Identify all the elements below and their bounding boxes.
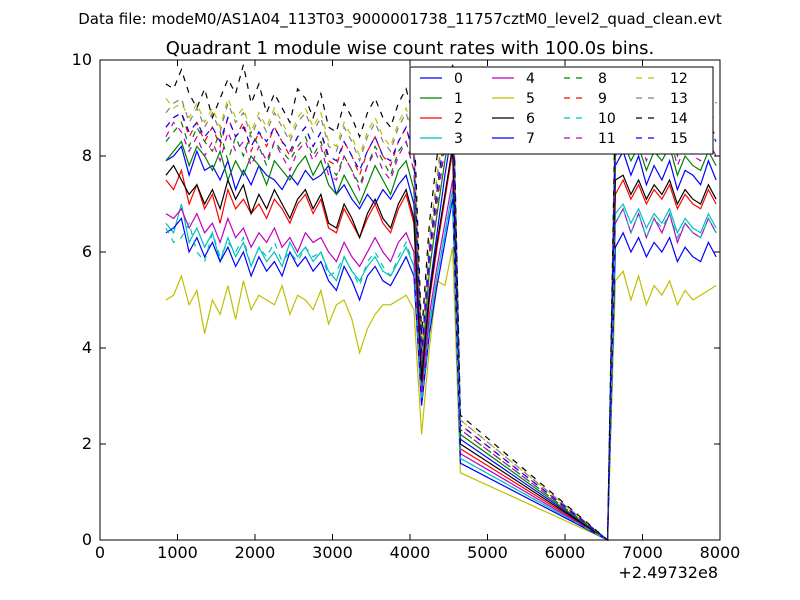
y-tick-label: 6 (82, 242, 92, 261)
series-line-2 (165, 151, 717, 542)
legend-label-2: 2 (454, 111, 463, 127)
legend-label-14: 14 (670, 111, 688, 127)
y-tick-label: 0 (82, 530, 92, 549)
series-line-5 (165, 247, 717, 541)
legend-label-1: 1 (454, 91, 463, 107)
chart-suptitle: Data file: modeM0/AS1A04_113T03_90000017… (78, 10, 722, 29)
y-tick-label: 10 (72, 50, 92, 69)
legend-label-0: 0 (454, 71, 463, 87)
legend-label-13: 13 (670, 91, 688, 107)
series-line-6 (165, 146, 717, 542)
series-line-1 (165, 112, 717, 542)
x-tick-label: 1000 (157, 543, 198, 562)
legend-label-12: 12 (670, 71, 688, 87)
x-tick-label: 8000 (700, 543, 741, 562)
x-tick-label: 5000 (467, 543, 508, 562)
series-line-4 (165, 179, 717, 542)
legend-label-5: 5 (526, 91, 535, 107)
legend-label-6: 6 (526, 111, 535, 127)
legend-label-3: 3 (454, 131, 463, 147)
y-tick-label: 4 (82, 338, 92, 357)
legend-frame (409, 66, 714, 155)
legend-label-7: 7 (526, 131, 535, 147)
x-tick-label: 2000 (235, 543, 276, 562)
x-tick-label: 0 (95, 543, 105, 562)
legend-label-11: 11 (598, 131, 616, 147)
series-line-3 (165, 189, 717, 542)
y-tick-label: 2 (82, 434, 92, 453)
x-axis: 0 1000 2000 3000 4000 5000 6000 7000 8000 (95, 60, 740, 562)
x-tick-label: 7000 (622, 543, 663, 562)
x-tick-label: 4000 (390, 543, 431, 562)
series-line-7 (165, 199, 717, 541)
series-line-10 (165, 194, 717, 542)
x-offset-label: +2.49732e8 (618, 563, 718, 582)
legend-label-8: 8 (598, 71, 607, 87)
y-tick-label: 8 (82, 146, 92, 165)
series-line-11 (165, 103, 717, 542)
series-line-0 (165, 127, 717, 542)
legend-label-9: 9 (598, 91, 607, 107)
x-tick-label: 6000 (545, 543, 586, 562)
legend-label-15: 15 (670, 131, 688, 147)
chart-title: Quadrant 1 module wise count rates with … (166, 38, 655, 59)
legend-label-10: 10 (598, 111, 616, 127)
x-tick-label: 3000 (312, 543, 353, 562)
legend-label-4: 4 (526, 71, 535, 87)
